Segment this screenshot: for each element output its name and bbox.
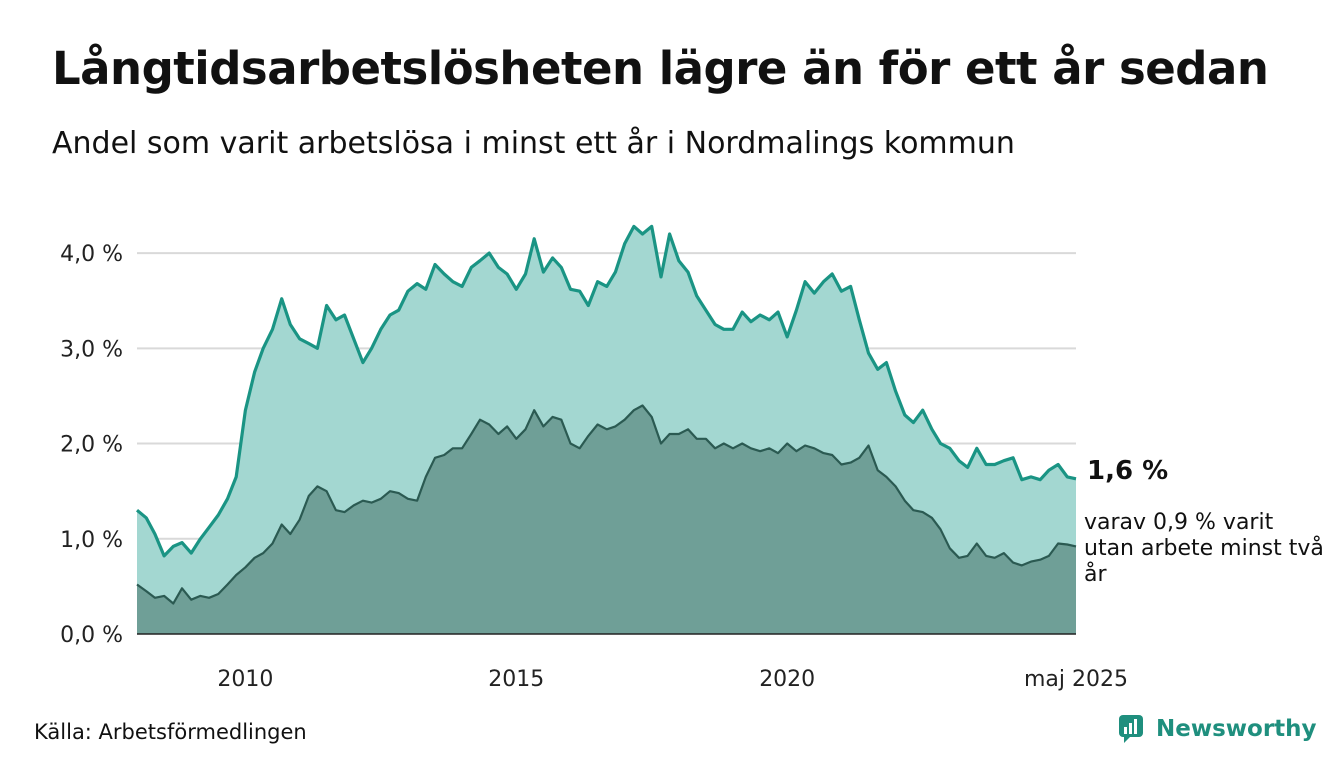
- chart-subtitle: Andel som varit arbetslösa i minst ett å…: [52, 126, 1015, 161]
- axes: 0,0 % 1,0 % 2,0 % 3,0 % 4,0 % 2010 2015 2020 maj…: [60, 242, 1128, 692]
- brand-name: Newsworthy: [1156, 716, 1317, 742]
- chart-title: Långtidsarbetslösheten lägre än för ett …: [52, 42, 1269, 95]
- series-area-2: [137, 405, 1076, 634]
- y-tick-label: 0,0 %: [60, 623, 123, 648]
- brand-logo[interactable]: Newsworthy: [1118, 714, 1317, 744]
- x-tick-label: maj 2025: [1024, 667, 1128, 692]
- series-line-2: [136, 404, 1077, 605]
- y-tick-label: 3,0 %: [60, 337, 123, 362]
- y-tick-label: 4,0 %: [60, 242, 123, 267]
- x-tick-label: 2010: [217, 667, 273, 692]
- y-tick-label: 1,0 %: [60, 528, 123, 553]
- area-series: [135, 224, 1077, 634]
- x-tick-label: 2015: [488, 667, 544, 692]
- x-tick-label: 2020: [759, 667, 815, 692]
- end-value-label: 1,6 %: [1087, 456, 1169, 486]
- y-tick-label: 2,0 %: [60, 433, 123, 458]
- newsworthy-logo-icon: [1119, 715, 1143, 743]
- end-note: varav 0,9 % varit utan arbete minst två …: [1084, 510, 1324, 587]
- source-note: Källa: Arbetsförmedlingen: [34, 720, 307, 744]
- series-line-1: [135, 224, 1077, 558]
